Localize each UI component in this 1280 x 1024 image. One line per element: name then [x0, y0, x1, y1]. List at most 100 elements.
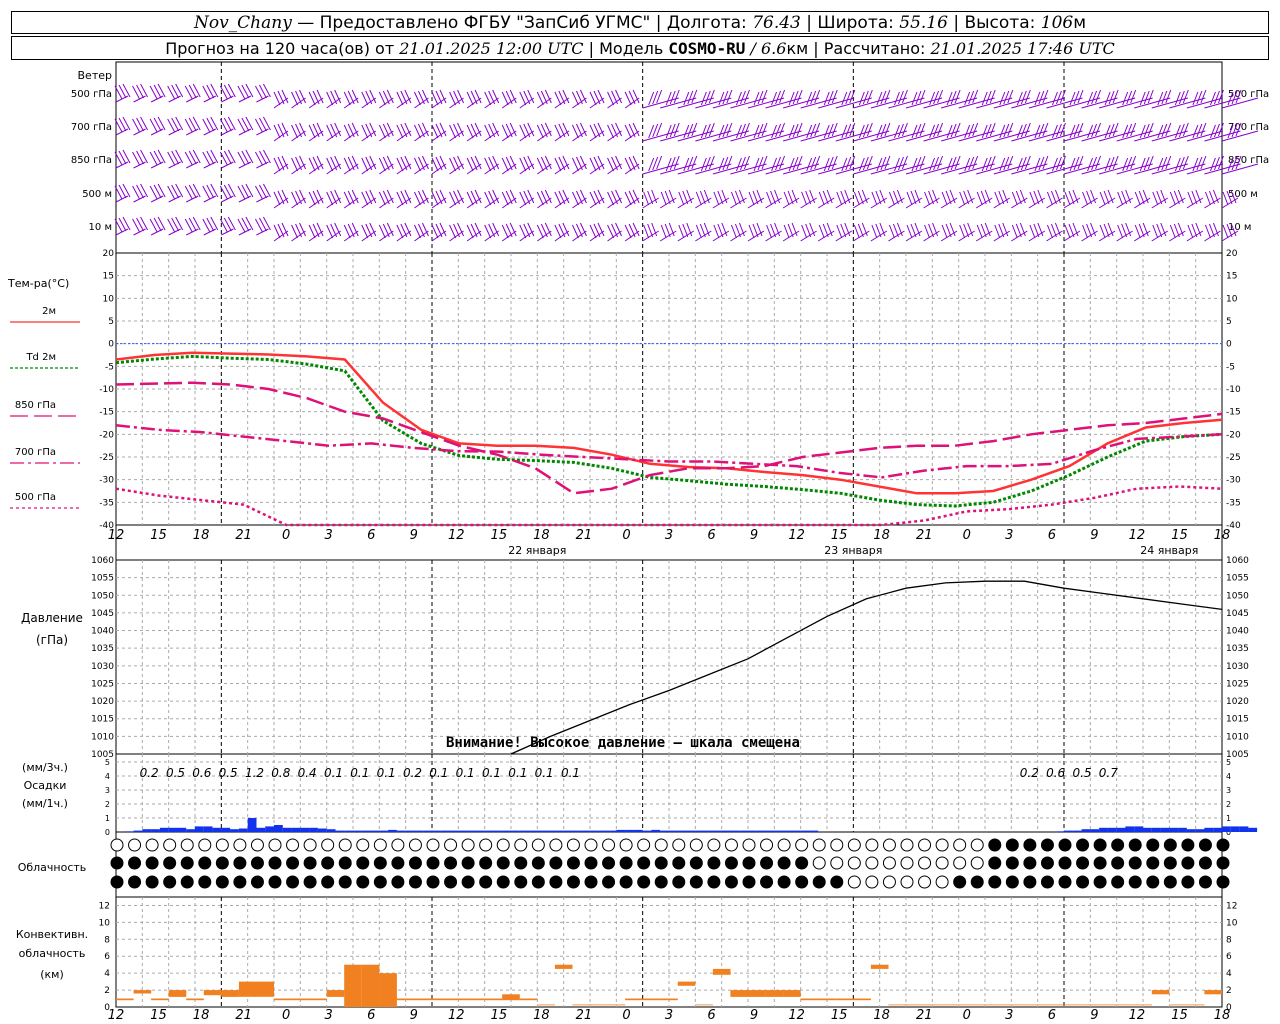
temp-ytick-right: 0	[1226, 340, 1232, 350]
pressure-ytick-right: 1040	[1226, 627, 1249, 637]
wind-barb-staff	[291, 130, 306, 142]
wind-barb-staff	[484, 230, 499, 242]
wind-barb-flag	[1204, 191, 1211, 206]
wind-barb-flag	[343, 124, 351, 139]
wind-barb-flag	[945, 190, 952, 205]
cloud-symbol	[163, 856, 177, 870]
wind-barb-flag	[624, 157, 632, 172]
pressure-ytick-left: 1055	[91, 574, 114, 584]
wind-barb-staff	[308, 197, 324, 209]
altitude-unit: м	[1073, 12, 1087, 33]
wind-barb-flag	[1016, 124, 1023, 139]
wind-barb-flag	[738, 189, 745, 204]
wind-barb-flag	[1069, 124, 1076, 139]
hour-tick-label: 0	[963, 528, 971, 543]
wind-barb-staff	[1011, 163, 1048, 175]
conv-ytick-right: 4	[1226, 969, 1232, 979]
wind-barb-flag	[700, 124, 707, 139]
wind-barb-flag	[505, 223, 513, 238]
wind-barb-flag	[1231, 156, 1238, 171]
precip-bar	[554, 830, 564, 832]
wind-barb-flag	[968, 123, 975, 138]
wind-barb-flag	[400, 156, 408, 171]
wind-barb-flag	[378, 124, 386, 139]
conv-ytick-right: 12	[1226, 901, 1237, 911]
wind-barb-flag	[1235, 89, 1242, 104]
wind-barb-flag	[263, 216, 271, 231]
cloud-symbol	[461, 856, 475, 870]
wind-barb-flag	[536, 224, 544, 239]
wind-barb-flag	[1174, 157, 1181, 172]
wind-barb-flag	[536, 157, 544, 172]
wind-barb-flag	[122, 216, 131, 231]
wind-barb-flag	[1178, 123, 1185, 138]
wind-barb-staff	[291, 97, 306, 109]
wind-barb-flag	[1082, 224, 1089, 239]
hour-tick-label-bottom: 18	[873, 1008, 890, 1023]
wind-barb-flag	[554, 157, 562, 172]
convective-bar	[1064, 1004, 1082, 1006]
precip-bar	[203, 826, 213, 832]
temp-legend-label: 2м	[42, 306, 56, 317]
temp-series-3	[115, 424, 1223, 479]
wind-barb-flag	[474, 89, 482, 104]
wind-barb-flag	[554, 91, 562, 106]
wind-barb-flag	[1091, 123, 1098, 138]
hour-tick-label: 18	[533, 528, 550, 543]
wind-barb-flag	[312, 190, 320, 205]
wind-barb-staff	[800, 163, 837, 175]
wind-barb-flag	[157, 83, 166, 98]
wind-barb-flag	[1143, 156, 1150, 171]
wind-level-label-left: 500 гПа	[71, 89, 112, 100]
wind-barb-staff	[1098, 97, 1136, 109]
wind-barb-staff	[449, 163, 464, 175]
temp-series-2	[115, 381, 1223, 495]
wind-barb-flag	[1235, 122, 1242, 137]
wind-barb-staff	[308, 97, 324, 109]
wind-barb-flag	[1108, 90, 1115, 105]
cloud-symbol	[198, 838, 212, 852]
cloud-symbol	[531, 838, 545, 852]
wind-barb-flag	[933, 123, 940, 138]
wind-barb-flag	[748, 191, 755, 206]
cloud-title: Облачность	[18, 861, 87, 874]
wind-barb-flag	[519, 91, 527, 106]
wind-barb-staff	[379, 163, 394, 175]
cloud-symbol	[215, 856, 229, 870]
wind-barb-flag	[1038, 123, 1045, 138]
hour-tick-label-bottom: 15	[1171, 1008, 1188, 1023]
hour-tick-label-bottom: 18	[533, 1008, 550, 1023]
wind-barb-flag	[369, 189, 377, 204]
hour-tick-label: 12	[1129, 528, 1146, 543]
wind-barb-flag	[998, 223, 1005, 238]
wind-level-label-left: 500 м	[82, 189, 112, 200]
wind-barb-flag	[937, 122, 944, 137]
wind-barb-flag	[651, 222, 658, 237]
wind-barb-staff	[1028, 130, 1066, 142]
model-label: | Модель	[583, 38, 669, 58]
wind-barb-flag	[739, 156, 746, 171]
wind-barb-flag	[386, 155, 394, 170]
wind-barb-flag	[1196, 156, 1203, 171]
wind-barb-flag	[343, 157, 351, 172]
wind-barb-flag	[1139, 91, 1146, 106]
wind-barb-flag	[263, 83, 271, 98]
convective-bar	[923, 1004, 942, 1006]
wind-barb-flag	[1069, 157, 1076, 172]
wind-barb-flag	[910, 223, 917, 238]
wind-barb-flag	[801, 224, 808, 239]
wind-barb-flag	[466, 157, 474, 172]
wind-barb-flag	[981, 91, 988, 106]
wind-barb-flag	[721, 189, 728, 204]
cloud-symbol	[918, 856, 932, 870]
cloud-symbol	[918, 875, 932, 889]
pressure-ytick-right: 1010	[1226, 732, 1249, 742]
wind-barb-flag	[932, 189, 939, 204]
wind-barb-flag	[1024, 89, 1031, 104]
wind-barb-staff	[361, 130, 377, 142]
wind-barb-staff	[1151, 230, 1169, 242]
wind-barb-flag	[295, 123, 303, 138]
wind-barb-staff	[730, 163, 767, 175]
wind-barb-staff	[396, 197, 412, 209]
wind-barb-staff	[343, 97, 359, 109]
